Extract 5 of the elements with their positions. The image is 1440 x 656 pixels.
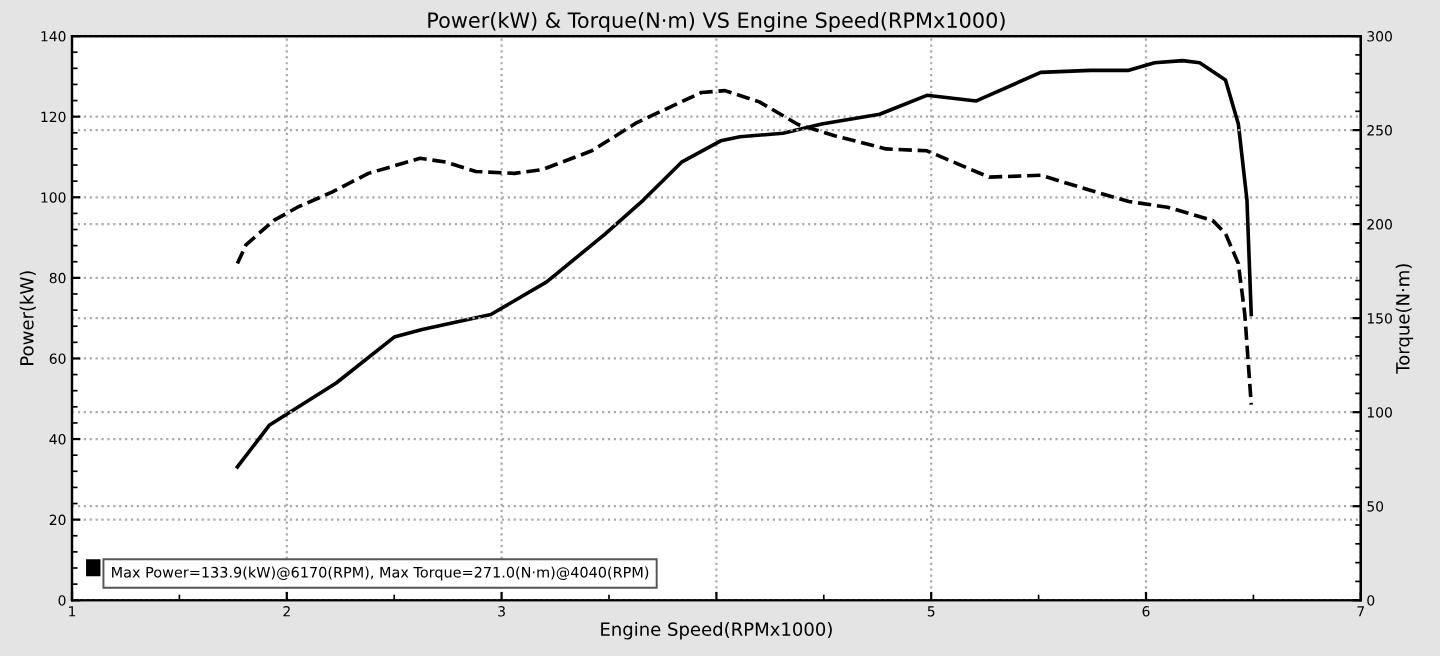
x-axis-title: Engine Speed(RPMx1000) [601,622,832,640]
chart-title: Power(kW) & Torque(N·m) VS Engine Speed(RPMx1000) [428,11,1005,33]
line-series [235,58,1254,469]
y-axis-title: Power(kW) [19,271,36,365]
y2-axis-title: Torque(N·m) [1395,264,1414,374]
